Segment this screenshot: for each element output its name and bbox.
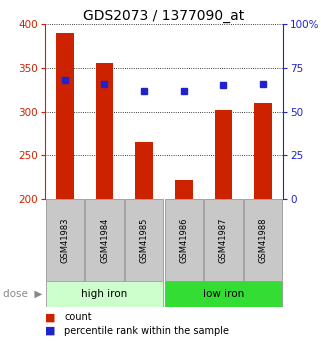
Bar bbox=[175, 180, 193, 199]
Bar bbox=[204, 199, 243, 281]
Bar bbox=[214, 110, 232, 199]
Text: low iron: low iron bbox=[203, 289, 244, 299]
Text: GSM41986: GSM41986 bbox=[179, 217, 188, 263]
Text: ■: ■ bbox=[45, 313, 56, 323]
Bar bbox=[254, 103, 272, 199]
Text: dose  ▶: dose ▶ bbox=[3, 289, 43, 299]
Text: GSM41984: GSM41984 bbox=[100, 217, 109, 263]
Text: percentile rank within the sample: percentile rank within the sample bbox=[64, 326, 229, 336]
Bar bbox=[96, 63, 113, 199]
Text: ■: ■ bbox=[45, 326, 56, 336]
Bar bbox=[244, 199, 282, 281]
Bar bbox=[165, 199, 203, 281]
Bar bbox=[125, 199, 163, 281]
Title: GDS2073 / 1377090_at: GDS2073 / 1377090_at bbox=[83, 9, 245, 23]
Text: GSM41988: GSM41988 bbox=[259, 217, 268, 263]
Bar bbox=[46, 199, 84, 281]
Bar bbox=[46, 281, 163, 307]
Text: GSM41983: GSM41983 bbox=[60, 217, 69, 263]
Bar bbox=[85, 199, 124, 281]
Text: GSM41987: GSM41987 bbox=[219, 217, 228, 263]
Bar bbox=[135, 142, 153, 199]
Text: GSM41985: GSM41985 bbox=[140, 217, 149, 263]
Bar bbox=[165, 281, 282, 307]
Text: count: count bbox=[64, 313, 92, 323]
Text: high iron: high iron bbox=[82, 289, 128, 299]
Bar bbox=[56, 33, 74, 199]
